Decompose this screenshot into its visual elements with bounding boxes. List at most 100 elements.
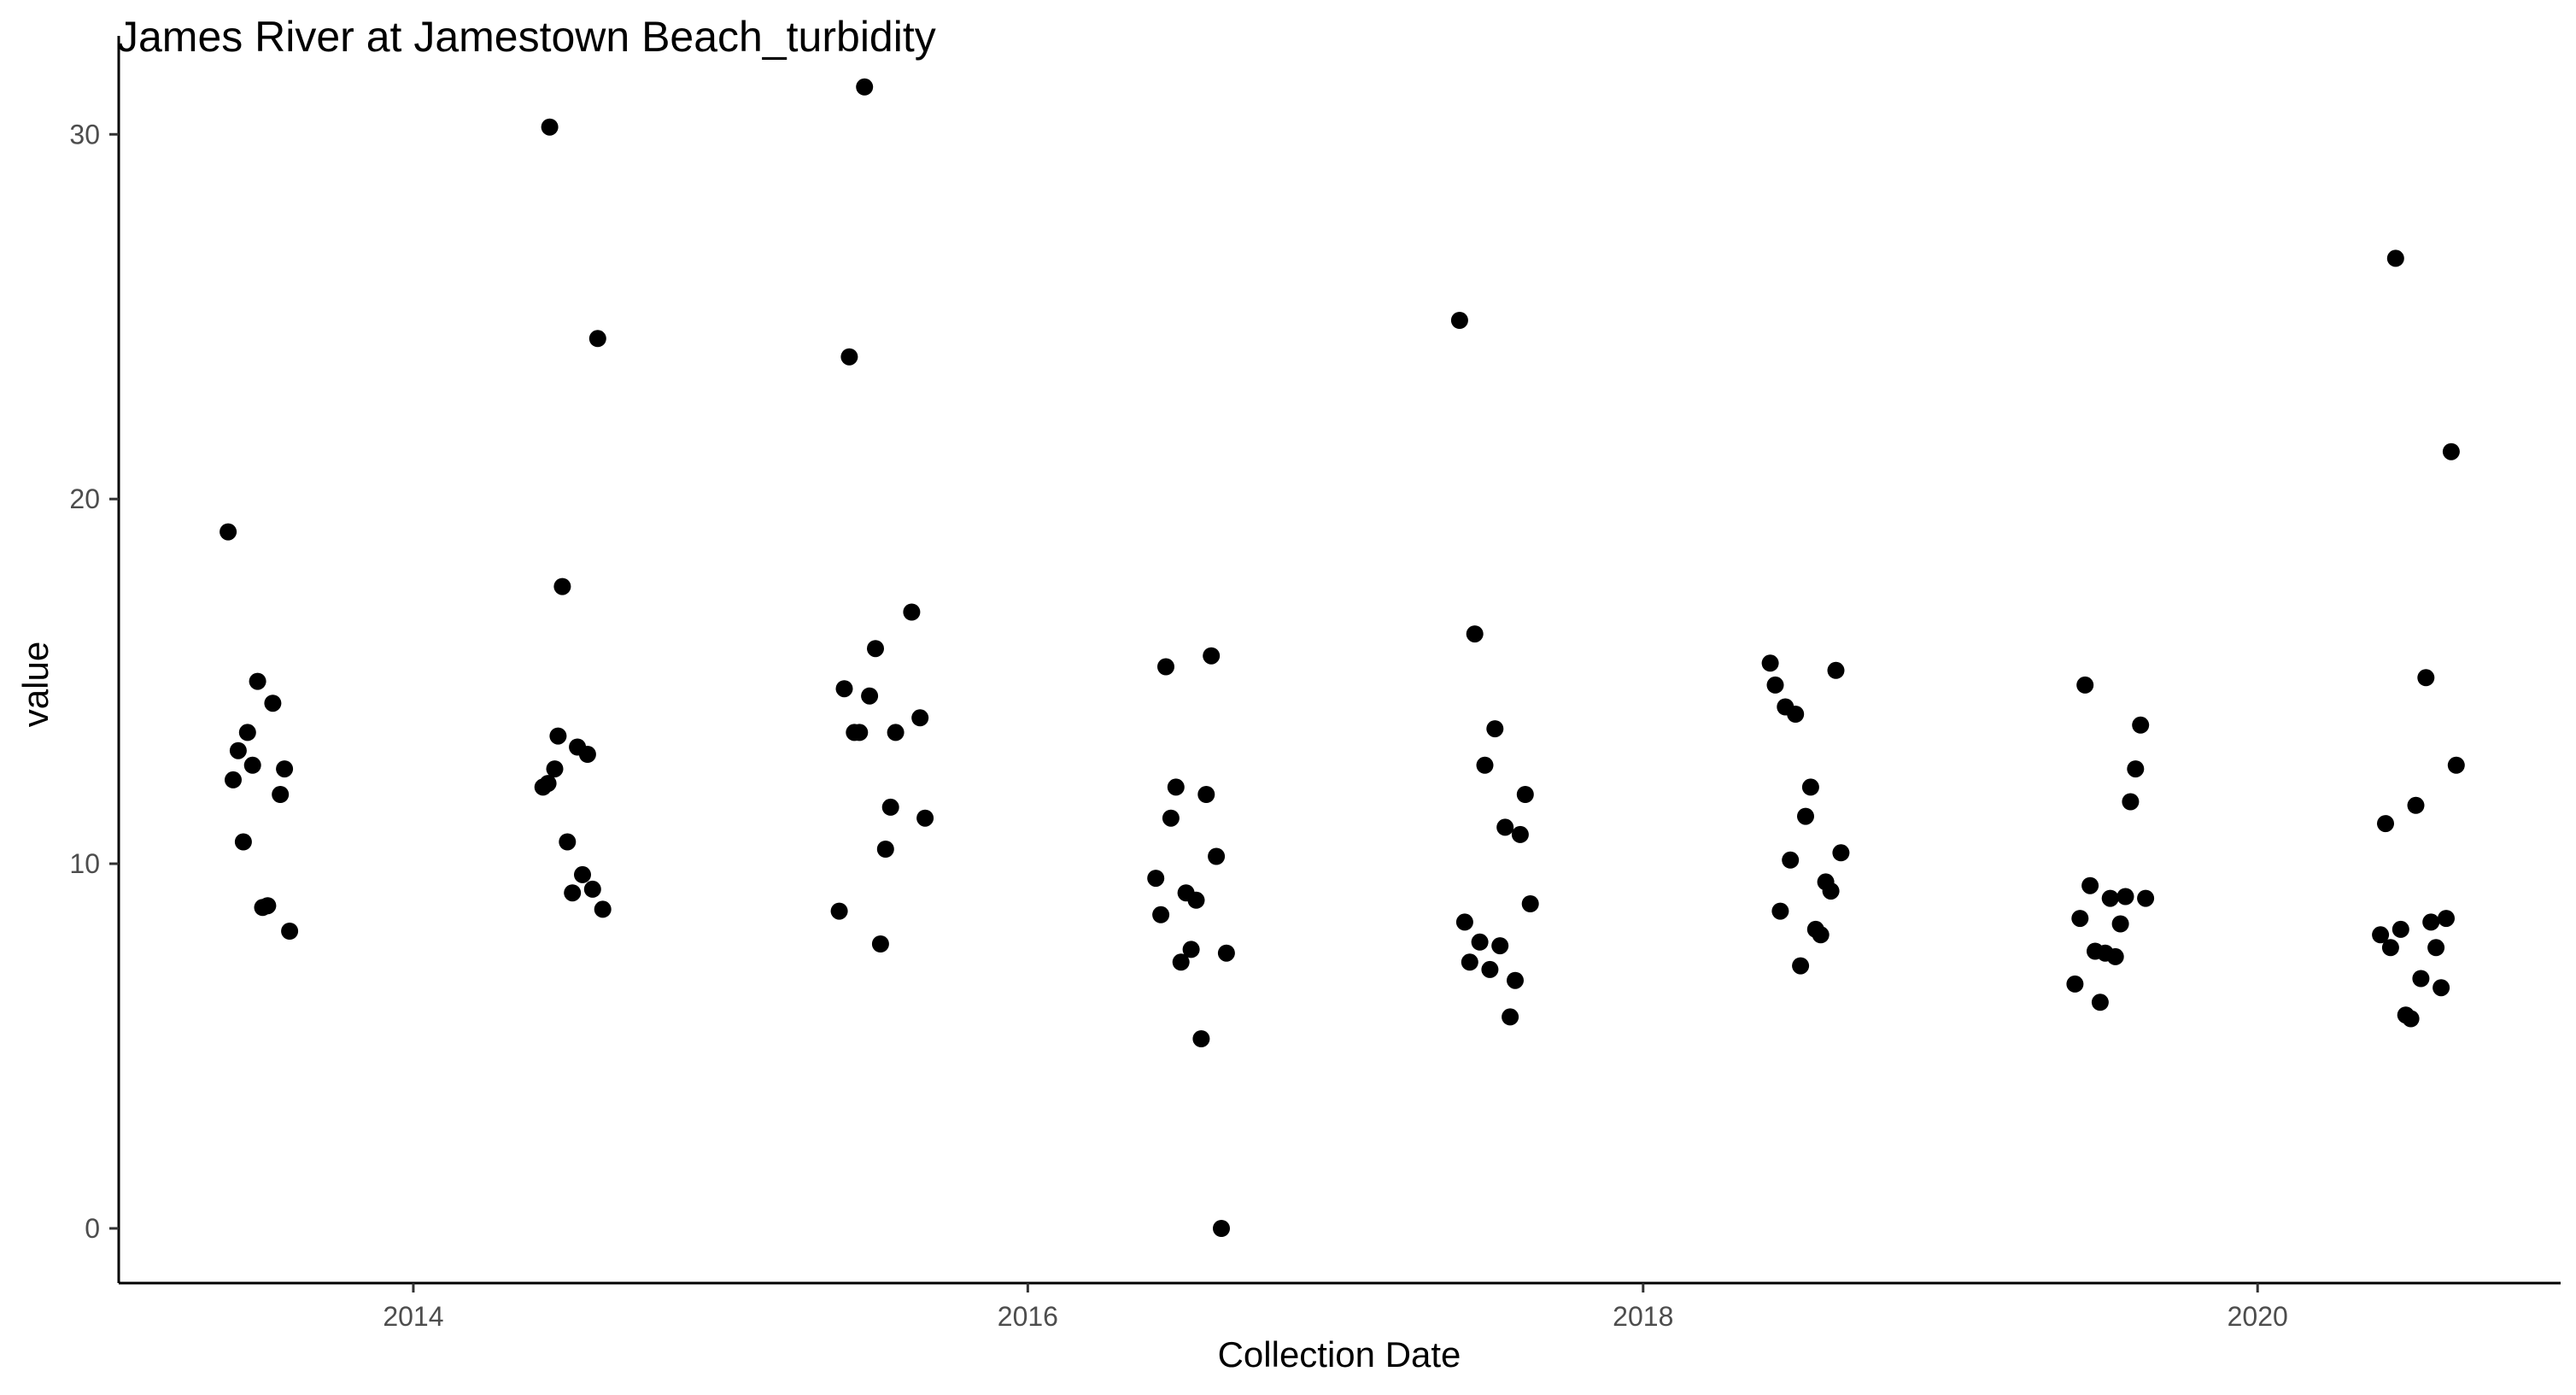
data-point [1192,1030,1210,1047]
data-point [1162,809,1180,827]
data-point [851,724,869,741]
x-tick-label: 2016 [998,1301,1058,1332]
data-point [2412,970,2430,988]
data-point [1771,902,1789,920]
data-point [2091,993,2109,1011]
data-point [1812,926,1830,944]
y-tick-label: 20 [69,484,100,514]
data-point [1217,944,1235,962]
data-point [281,923,299,940]
data-point [1827,661,1845,679]
chart-title: James River at Jamestown Beach_turbidity [117,13,936,61]
data-point [2407,796,2425,814]
data-point [911,709,929,727]
data-point [259,897,277,915]
data-point [234,833,252,851]
data-point [1822,882,1840,900]
data-point [2071,910,2089,928]
data-point [1187,891,1205,909]
data-point [272,786,290,803]
data-point [229,741,247,759]
data-point [2386,249,2404,267]
data-point [1157,658,1174,676]
data-point [2433,979,2450,997]
data-point [225,771,242,788]
data-point [1455,913,1473,931]
data-point [2427,939,2445,957]
data-point [220,523,237,541]
data-point [1197,786,1215,803]
data-point [1172,953,1190,971]
data-point [1203,647,1221,665]
y-axis-title: value [15,642,56,727]
data-point [1486,720,1504,738]
data-point [1502,1008,1519,1026]
data-point [1481,960,1499,978]
data-point [1797,807,1814,825]
data-point [539,775,557,793]
y-axis-ticks: 0 10 20 30 [69,119,119,1244]
x-axis-title: Collection Date [1218,1334,1461,1374]
data-point [2066,975,2084,993]
data-point [856,78,874,96]
data-point [1761,654,1779,672]
data-point [2442,443,2460,460]
data-point [2106,947,2124,965]
data-point [1507,971,1524,989]
x-tick-label: 2020 [2228,1301,2288,1332]
data-point [1461,953,1478,971]
y-tick-label: 30 [69,119,100,149]
data-point [903,603,921,621]
data-point [276,760,294,778]
data-point [1167,778,1185,796]
data-point [2447,756,2465,774]
data-point [549,727,567,745]
data-point [1832,844,1850,862]
data-point [2402,1010,2420,1028]
data-point [238,724,256,741]
data-point [264,695,282,712]
data-point [830,902,848,920]
data-point [2392,920,2409,938]
data-point [1450,312,1468,329]
data-point [1766,676,1784,694]
data-point [876,841,894,858]
data-point [1496,818,1514,836]
data-point [916,809,934,827]
data-point [1521,895,1539,912]
data-point [2122,793,2140,811]
data-point [867,640,884,658]
data-point [835,680,853,698]
data-point [1787,706,1805,723]
data-point [559,833,577,851]
data-point [1182,941,1200,958]
data-point [2101,889,2119,907]
data-point [1516,786,1534,803]
data-point [840,348,858,366]
data-point [2372,926,2390,944]
data-point [1476,756,1494,774]
data-point [1208,847,1226,865]
data-point [2381,939,2399,957]
data-point [1466,625,1484,643]
y-tick-label: 0 [85,1213,100,1244]
data-point [546,760,564,778]
data-point [1491,937,1509,955]
data-point [2076,676,2094,694]
data-point [887,724,905,741]
data-point [1147,870,1165,888]
data-point [553,577,571,595]
data-point [583,880,601,898]
data-point [541,118,559,136]
data-point [1152,906,1170,923]
data-point [2081,876,2099,894]
data-point [574,865,591,883]
data-point [2116,888,2134,906]
data-point [594,900,612,918]
data-point [2132,716,2150,734]
x-tick-label: 2018 [1613,1301,1673,1332]
data-point [2137,889,2155,907]
x-tick-label: 2014 [383,1301,443,1332]
data-points [220,78,2465,1237]
